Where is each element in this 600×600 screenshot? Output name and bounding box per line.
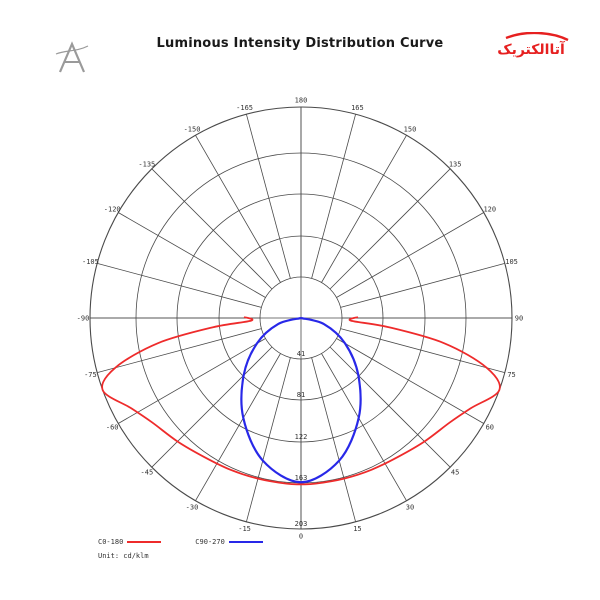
legend-label-c90-270: C90-270: [195, 538, 225, 546]
angle-label: 150: [404, 126, 417, 134]
angle-label: -45: [141, 469, 154, 477]
radial-label: 122: [295, 433, 308, 441]
legend-item-c90-270: C90-270: [195, 538, 263, 546]
grid-spoke: [336, 212, 484, 298]
radial-labels: 41 81 122 163 203: [295, 350, 308, 528]
company-logo-right: آتاالکتریک: [486, 31, 576, 64]
grid-spoke: [151, 168, 273, 290]
legend-item-c0-180: C0-180: [98, 538, 162, 546]
company-logo-left: A: [54, 40, 90, 80]
unit-label: Unit: cd/klm: [98, 552, 149, 560]
grid-spoke: [340, 263, 505, 308]
grid-spoke: [340, 328, 505, 373]
grid-spoke: [118, 212, 266, 298]
angle-label: 0: [299, 533, 303, 541]
angle-label: 135: [449, 160, 462, 168]
angle-label: -165: [236, 104, 253, 112]
angle-labels: 1801651501351201059075604530150-15-30-45…: [77, 97, 524, 541]
angle-label: 180: [295, 97, 308, 105]
angle-label: -75: [84, 371, 97, 379]
radial-label: 163: [295, 474, 308, 482]
angle-label: 105: [505, 258, 518, 266]
radial-label-max: 203: [295, 520, 308, 528]
angle-label: -105: [82, 258, 99, 266]
chart-title: Luminous Intensity Distribution Curve: [156, 36, 444, 51]
legend-swatch-c0-180: [127, 541, 162, 543]
angle-label: -30: [186, 503, 199, 511]
grid-spoke: [321, 353, 407, 501]
radial-label: 41: [297, 350, 305, 358]
series-line-c0-180: [101, 316, 501, 486]
angle-label: -60: [106, 424, 119, 432]
angle-label: -135: [138, 160, 155, 168]
grid-spoke: [321, 135, 407, 283]
grid-spoke: [195, 353, 281, 501]
angle-label: 165: [351, 104, 364, 112]
legend-swatch-c90-270: [228, 541, 263, 543]
angle-label: -150: [184, 126, 201, 134]
grid-spoke: [246, 114, 291, 279]
radial-label: 81: [297, 391, 305, 399]
grid-spoke: [329, 168, 451, 290]
grid-spoke: [246, 357, 291, 522]
legend-label-c0-180: C0-180: [98, 538, 124, 546]
angle-label: 75: [507, 371, 515, 379]
angle-label: 90: [515, 315, 523, 323]
grid-spoke: [195, 135, 281, 283]
angle-label: 60: [486, 424, 494, 432]
logo-right-text: آتاالکتریک: [497, 40, 566, 58]
series-curves: [101, 316, 501, 486]
angle-label: 30: [406, 503, 414, 511]
grid-spoke: [336, 338, 484, 424]
series-line-c90-270: [240, 316, 362, 484]
grid-spoke: [97, 263, 262, 308]
legend: C0-180 C90-270 Unit: cd/klm: [98, 536, 297, 560]
grid-spoke: [118, 338, 266, 424]
grid-spoke: [151, 346, 273, 468]
angle-label: -120: [104, 206, 121, 214]
grid-spoke: [97, 328, 262, 373]
grid-spoke: [311, 357, 356, 522]
angle-label: 45: [451, 469, 459, 477]
angle-label: -15: [238, 525, 251, 533]
grid-spoke: [329, 346, 451, 468]
angle-label: 15: [353, 525, 361, 533]
angle-label: -90: [77, 315, 90, 323]
angle-label: 120: [483, 206, 496, 214]
grid-spoke: [311, 114, 356, 279]
